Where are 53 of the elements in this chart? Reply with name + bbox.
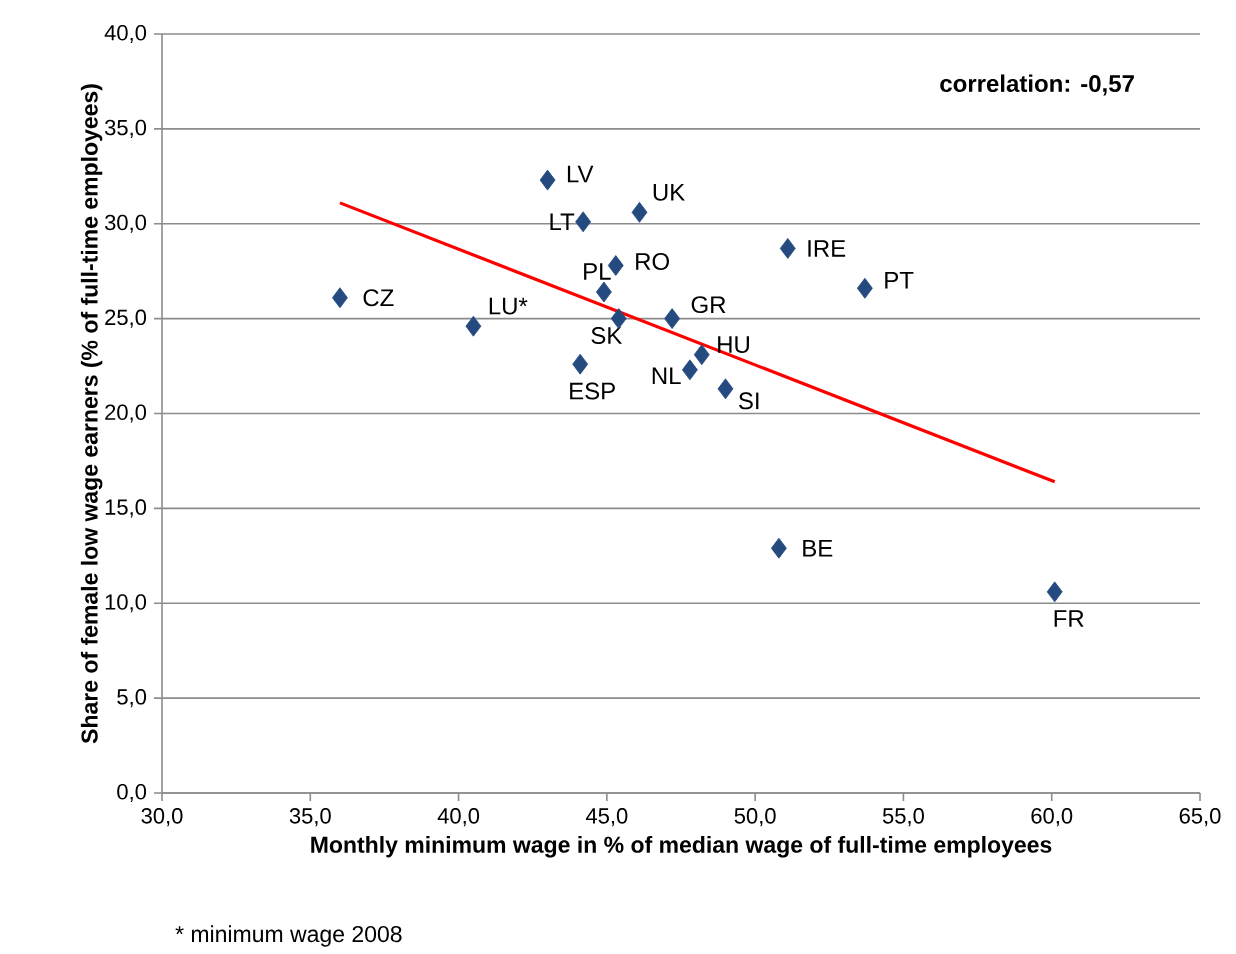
text: * minimum wage 2008 [175,925,402,947]
annotation: HU [718,336,749,354]
annotation: SI [738,392,759,410]
y-tick-label: 15,0 [105,499,147,518]
annotation: SK [591,327,623,344]
point [631,201,648,223]
y-tick-label: 35,0 [104,119,147,138]
point [572,353,589,375]
y-axis-title: Share of female low wage earners (% of full-time employees) [80,84,103,744]
point [856,277,873,299]
point [682,359,698,381]
point [664,308,681,330]
x-tick-label: 55,0 [882,808,924,827]
y-tick-label: 10,0 [105,594,147,613]
annotation: LT [550,213,575,231]
annotation: PL [584,263,611,280]
point [465,315,482,337]
x-tick-label: 65,0 [1179,808,1221,827]
annotation: LV [567,165,594,183]
annotation: UK [653,184,685,201]
y-tick-label: 30,0 [104,214,147,233]
x-tick-label: 45,0 [585,808,628,827]
annotation: GR [691,296,726,314]
point [693,344,710,366]
annotation: FR [1054,610,1084,627]
x-tick-label: 50,0 [734,808,776,827]
annotation: CZ [363,289,394,307]
point [332,287,348,309]
x-axis-title: Monthly minimum wage in % of median wage of full-time employees [311,835,1052,858]
x-tick-label: 35,0 [289,808,331,827]
point [1046,581,1063,603]
annotation: PT [885,272,914,289]
point [575,211,592,233]
point [539,169,556,191]
point [770,537,787,559]
y-tick-label: 5,0 [117,689,147,708]
annotation: LU* [489,297,528,315]
x-tick-label: 30,0 [141,808,183,827]
y-tick-label: 40,0 [104,24,147,44]
annotation: NL [652,367,681,385]
annotation: BE [803,539,833,557]
point [717,378,734,400]
point [595,281,612,303]
annotation: correlation: -0,57 [940,74,1134,96]
annotation: RO [636,253,669,270]
x-tick-label: 60,0 [1031,808,1073,827]
annotation: ESP [570,382,615,400]
y-tick-label: 20,0 [105,404,147,423]
y-tick-label: 0,0 [117,783,147,803]
point [779,238,796,259]
y-tick-label: 25,0 [105,309,147,328]
annotation: IRE [808,240,846,257]
x-tick-label: 40,0 [437,808,480,827]
